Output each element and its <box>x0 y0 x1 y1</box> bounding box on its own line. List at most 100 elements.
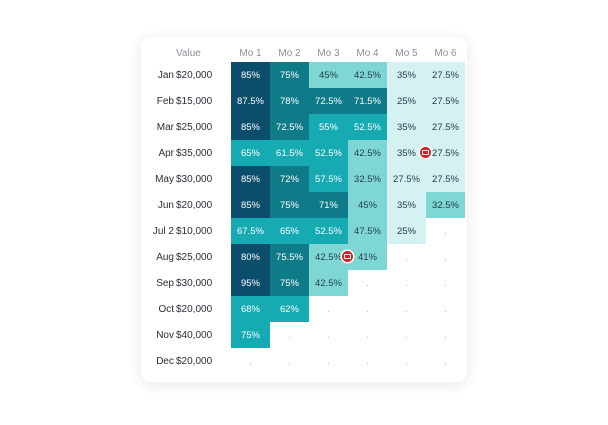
retention-cell[interactable]: 57.5% <box>309 166 348 192</box>
retention-cell[interactable]: 42.5% <box>348 62 387 88</box>
retention-cell[interactable]: 25% <box>387 218 426 244</box>
retention-cell[interactable]: 75% <box>270 62 309 88</box>
retention-cell[interactable]: 72.5% <box>270 114 309 140</box>
retention-cell[interactable]: 72.5% <box>309 88 348 114</box>
cohort-month-label: Dec <box>156 355 174 367</box>
cohort-value: $15,000 <box>176 95 213 107</box>
cohort-month-label: Mar <box>156 121 174 133</box>
retention-cell[interactable]: 45% <box>309 62 348 88</box>
value-column-header: Value <box>176 47 201 59</box>
retention-cell[interactable]: 72% <box>270 166 309 192</box>
mo-5-column-header: Mo 5 <box>395 47 418 59</box>
retention-cell[interactable]: 32.5% <box>348 166 387 192</box>
retention-cell[interactable]: 75% <box>270 192 309 218</box>
cohort-value: $30,000 <box>176 277 213 289</box>
retention-cell[interactable]: 85% <box>231 192 270 218</box>
mo-4-column-header: Mo 4 <box>356 47 379 59</box>
comment-icon[interactable] <box>342 251 353 262</box>
retention-cell[interactable]: 61.5% <box>270 140 309 166</box>
retention-cell[interactable]: 85% <box>231 166 270 192</box>
retention-cell[interactable]: . <box>426 296 465 322</box>
retention-cell[interactable]: 65% <box>270 218 309 244</box>
retention-cell[interactable]: 32.5% <box>426 192 465 218</box>
cohort-value: $10,000 <box>176 225 213 237</box>
retention-cell[interactable]: 75.5% <box>270 244 309 270</box>
retention-cell[interactable]: 47.5% <box>348 218 387 244</box>
retention-cell[interactable]: . <box>387 322 426 348</box>
cohort-value: $20,000 <box>176 303 213 315</box>
retention-cell[interactable]: 67.5% <box>231 218 270 244</box>
cohort-month-label: Feb <box>156 95 174 107</box>
cohort-value: $20,000 <box>176 355 213 367</box>
cohort-value: $25,000 <box>176 121 213 133</box>
cohort-value: $20,000 <box>176 199 213 211</box>
cohort-month-label: Jun <box>157 199 174 211</box>
retention-cell[interactable]: 27.5% <box>426 62 465 88</box>
retention-cell[interactable]: . <box>309 348 348 374</box>
retention-cell[interactable]: 87.5% <box>231 88 270 114</box>
mo-2-column-header: Mo 2 <box>278 47 301 59</box>
retention-cell[interactable]: 25% <box>387 88 426 114</box>
retention-cell[interactable]: . <box>348 348 387 374</box>
retention-cell[interactable]: . <box>426 322 465 348</box>
retention-cell[interactable]: 27.5% <box>426 140 465 166</box>
retention-cell[interactable]: 75% <box>231 322 270 348</box>
cohort-value: $25,000 <box>176 251 213 263</box>
retention-cell[interactable]: 27.5% <box>426 88 465 114</box>
mo-3-column-header: Mo 3 <box>317 47 340 59</box>
retention-cell[interactable]: 27.5% <box>426 114 465 140</box>
retention-cell[interactable]: 27.5% <box>426 166 465 192</box>
retention-cell[interactable]: . <box>309 296 348 322</box>
mo-6-column-header: Mo 6 <box>434 47 457 59</box>
cohort-value: $35,000 <box>176 147 213 159</box>
retention-cell[interactable]: 95% <box>231 270 270 296</box>
retention-cell[interactable]: . <box>426 244 465 270</box>
retention-cell[interactable]: . <box>426 270 465 296</box>
retention-cell[interactable]: 55% <box>309 114 348 140</box>
comment-icon[interactable] <box>420 147 431 158</box>
retention-cell[interactable]: 52.5% <box>348 114 387 140</box>
retention-cell[interactable]: . <box>426 218 465 244</box>
retention-cell[interactable]: . <box>387 244 426 270</box>
retention-cell[interactable]: . <box>348 296 387 322</box>
retention-cell[interactable]: 62% <box>270 296 309 322</box>
retention-cell[interactable]: . <box>309 322 348 348</box>
retention-cell[interactable]: . <box>270 348 309 374</box>
retention-cell[interactable]: . <box>387 348 426 374</box>
retention-cell[interactable]: 35% <box>387 62 426 88</box>
cohort-month-label: Oct <box>158 303 174 315</box>
cohort-month-label: May <box>155 173 174 185</box>
retention-cell[interactable]: . <box>426 348 465 374</box>
retention-cell[interactable]: 52.5% <box>309 218 348 244</box>
retention-cell[interactable]: 85% <box>231 114 270 140</box>
retention-cell[interactable]: . <box>348 270 387 296</box>
retention-cell[interactable]: 65% <box>231 140 270 166</box>
retention-cell[interactable]: . <box>348 322 387 348</box>
cohort-month-label: Apr <box>158 147 174 159</box>
retention-cell[interactable]: 85% <box>231 62 270 88</box>
retention-cell[interactable]: 41% <box>348 244 387 270</box>
retention-cell[interactable]: . <box>387 296 426 322</box>
retention-cell[interactable]: . <box>231 348 270 374</box>
retention-cell[interactable]: 45% <box>348 192 387 218</box>
retention-cell[interactable]: 78% <box>270 88 309 114</box>
retention-cell[interactable]: 75% <box>270 270 309 296</box>
retention-cell[interactable]: 52.5% <box>309 140 348 166</box>
retention-cell[interactable]: 71.5% <box>348 88 387 114</box>
retention-cell[interactable]: 35% <box>387 192 426 218</box>
retention-cell[interactable]: 68% <box>231 296 270 322</box>
retention-cell[interactable]: 42.5% <box>348 140 387 166</box>
cohort-month-label: Jul 2 <box>152 225 174 237</box>
cohort-value: $20,000 <box>176 69 213 81</box>
retention-cell[interactable]: 35% <box>387 114 426 140</box>
retention-cell[interactable]: 42.5% <box>309 270 348 296</box>
retention-cell[interactable]: . <box>270 322 309 348</box>
retention-cell[interactable]: 27.5% <box>387 166 426 192</box>
cohort-value: $30,000 <box>176 173 213 185</box>
cohort-retention-table: Value Mo 1 Mo 2 Mo 3 Mo 4 Mo 5 Mo 6 Jan $… <box>141 37 467 382</box>
retention-cell[interactable]: 80% <box>231 244 270 270</box>
retention-cell[interactable]: . <box>387 270 426 296</box>
cohort-month-label: Aug <box>156 251 174 263</box>
retention-cell[interactable]: 71% <box>309 192 348 218</box>
cohort-month-label: Sep <box>156 277 174 289</box>
